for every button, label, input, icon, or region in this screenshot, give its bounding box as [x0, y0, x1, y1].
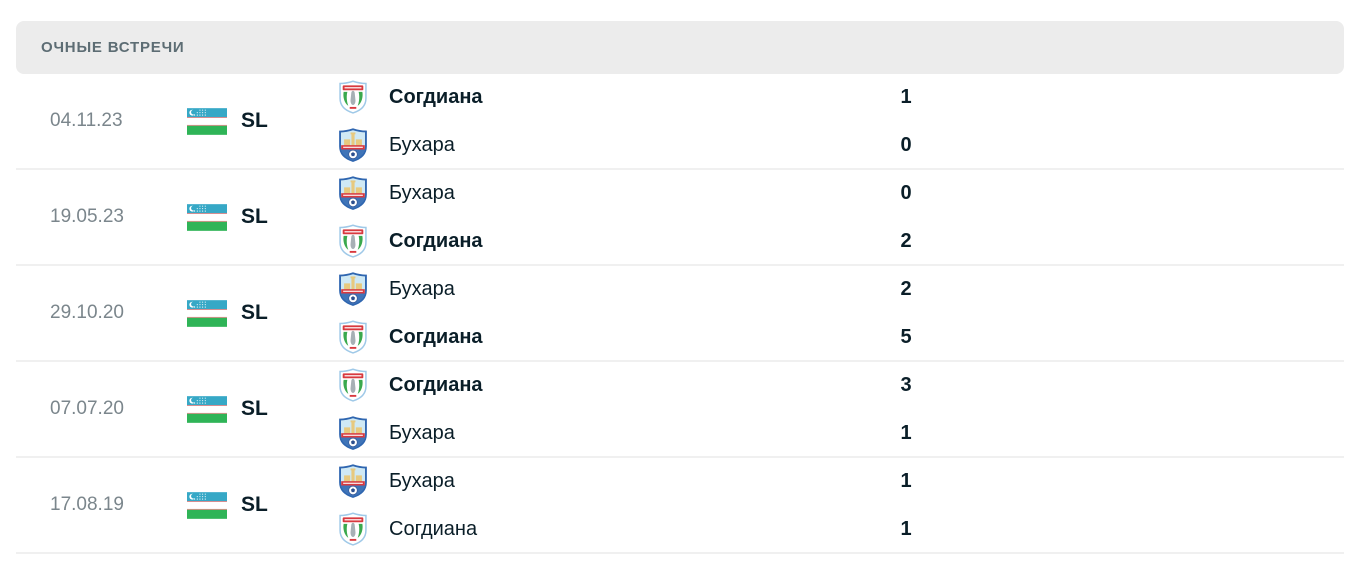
team-row-first: Бухара 0 — [338, 169, 1344, 217]
team-logo — [338, 464, 368, 498]
teams-cell: Согдиана 3 Бухара 1 — [338, 361, 1344, 457]
team-name: Согдиана — [389, 229, 483, 252]
teams-cell: Бухара 1 Согдиана 1 — [338, 457, 1344, 553]
uzbekistan-flag-icon — [187, 395, 227, 423]
team-row-first: Бухара 2 — [338, 265, 1344, 313]
league-code: SL — [241, 109, 268, 132]
match-date: 07.07.20 — [50, 398, 124, 419]
match-row[interactable]: 19.05.23 SL — [16, 170, 1344, 266]
team-score: 1 — [900, 86, 912, 108]
sogdiana-crest-icon — [339, 320, 367, 354]
team-logo — [338, 272, 368, 306]
team-name: Бухара — [389, 421, 455, 444]
teams-cell: Бухара 0 Согдиана 2 — [338, 169, 1344, 265]
team-logo — [338, 128, 368, 162]
team-row-second: Бухара 1 — [338, 409, 1344, 457]
team-name: Согдиана — [389, 325, 483, 348]
team-score: 0 — [900, 134, 912, 156]
team-score: 1 — [900, 470, 912, 492]
match-date: 17.08.19 — [50, 494, 124, 515]
team-name: Согдиана — [389, 517, 478, 540]
sogdiana-crest-icon — [339, 80, 367, 114]
team-row-first: Согдиана 3 — [338, 361, 1344, 409]
teams-cell: Бухара 2 Согдиана 5 — [338, 265, 1344, 361]
team-logo — [338, 512, 368, 546]
team-name: Согдиана — [389, 373, 483, 396]
league-code: SL — [241, 397, 268, 420]
team-logo — [338, 320, 368, 354]
team-logo — [338, 176, 368, 210]
team-logo — [338, 80, 368, 114]
league-code: SL — [241, 493, 268, 516]
league-cell: SL — [166, 107, 338, 135]
team-score: 0 — [900, 182, 912, 204]
match-row[interactable]: 04.11.23 SL — [16, 74, 1344, 170]
uzbekistan-flag-icon — [187, 203, 227, 231]
bukhara-crest-icon — [339, 464, 367, 498]
match-row[interactable]: 29.10.20 SL — [16, 266, 1344, 362]
team-score: 2 — [900, 278, 912, 300]
sogdiana-crest-icon — [339, 224, 367, 258]
league-code: SL — [241, 205, 268, 228]
team-name: Бухара — [389, 469, 455, 492]
sogdiana-crest-icon — [339, 512, 367, 546]
league-cell: SL — [166, 203, 338, 231]
team-name: Бухара — [389, 181, 455, 204]
team-row-second: Согдиана 5 — [338, 313, 1344, 361]
match-date: 29.10.20 — [50, 302, 124, 323]
teams-cell: Согдиана 1 Бухара 0 — [338, 73, 1344, 169]
bukhara-crest-icon — [339, 128, 367, 162]
team-logo — [338, 416, 368, 450]
uzbekistan-flag-icon — [187, 299, 227, 327]
team-name: Согдиана — [389, 85, 483, 108]
bukhara-crest-icon — [339, 272, 367, 306]
uzbekistan-flag-icon — [187, 107, 227, 135]
team-name: Бухара — [389, 133, 455, 156]
bukhara-crest-icon — [339, 416, 367, 450]
team-score: 5 — [900, 326, 912, 348]
team-row-second: Согдиана 2 — [338, 217, 1344, 265]
team-row-second: Бухара 0 — [338, 121, 1344, 169]
team-row-first: Согдиана 1 — [338, 73, 1344, 121]
match-date: 04.11.23 — [50, 110, 123, 131]
sogdiana-crest-icon — [339, 368, 367, 402]
team-logo — [338, 368, 368, 402]
section-title: ОЧНЫЕ ВСТРЕЧИ — [41, 39, 185, 56]
league-code: SL — [241, 301, 268, 324]
uzbekistan-flag-icon — [187, 491, 227, 519]
bukhara-crest-icon — [339, 176, 367, 210]
team-score: 1 — [900, 518, 912, 540]
league-cell: SL — [166, 395, 338, 423]
match-row[interactable]: 07.07.20 SL — [16, 362, 1344, 458]
h2h-list: 04.11.23 SL — [16, 74, 1344, 554]
team-score: 3 — [900, 374, 912, 396]
match-date: 19.05.23 — [50, 206, 124, 227]
match-row[interactable]: 17.08.19 SL — [16, 458, 1344, 554]
team-row-second: Согдиана 1 — [338, 505, 1344, 553]
team-row-first: Бухара 1 — [338, 457, 1344, 505]
team-logo — [338, 224, 368, 258]
team-score: 1 — [900, 422, 912, 444]
team-score: 2 — [900, 230, 912, 252]
section-header: ОЧНЫЕ ВСТРЕЧИ — [16, 21, 1344, 74]
league-cell: SL — [166, 491, 338, 519]
league-cell: SL — [166, 299, 338, 327]
team-name: Бухара — [389, 277, 455, 300]
